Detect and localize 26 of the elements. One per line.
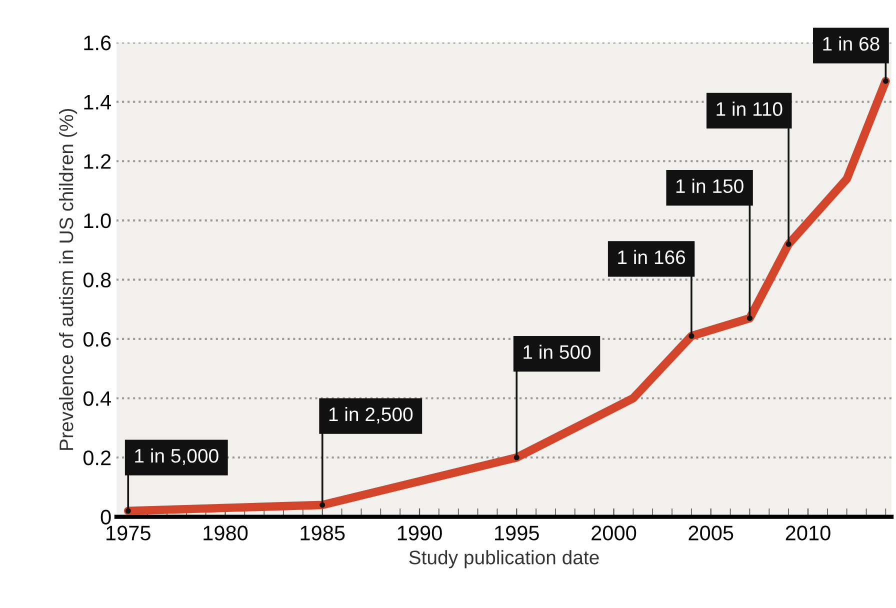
y-tick-label: 0.6	[83, 332, 111, 347]
y-tick-label: 1.6	[84, 36, 111, 50]
y-tick-label: 1.0	[84, 213, 111, 228]
y-tick-label: 0	[100, 510, 111, 525]
x-tick-label: 2010	[786, 526, 830, 540]
x-tick-label: 1985	[300, 526, 345, 540]
x-tick-label: 1990	[398, 526, 442, 540]
annotation: 1 in 500	[524, 344, 591, 359]
y-tick-label: 0.4	[83, 391, 112, 406]
y-tick-label: 0.8	[83, 272, 111, 288]
y-tick-label: 1.4	[84, 95, 112, 110]
y-axis-title: Prevalence of autism in US children (%)	[58, 109, 78, 450]
annotation: 1 in 166	[618, 250, 686, 264]
annotation: 1 in 68	[823, 36, 880, 51]
x-tick-label: 1975	[106, 526, 150, 540]
x-tick-label: 2000	[592, 526, 636, 540]
x-tick-label: 1980	[204, 526, 248, 540]
x-axis-title: Study publication date	[409, 550, 599, 568]
y-tick-label: 1.2	[84, 154, 111, 169]
annotation: 1 in 2,500	[329, 406, 413, 424]
annotation: 1 in 5,000	[135, 448, 218, 466]
y-tick-label: 0.2	[83, 450, 111, 466]
annotation: 1 in 150	[676, 178, 744, 194]
annotation: 1 in 110	[716, 102, 782, 116]
x-tick-label: 1995	[495, 526, 539, 540]
x-tick-label: 2005	[688, 526, 734, 540]
